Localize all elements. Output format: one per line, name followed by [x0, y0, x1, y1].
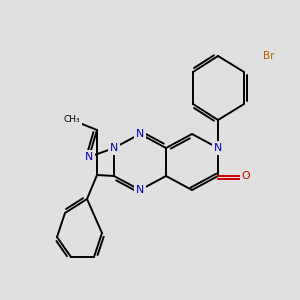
Text: N: N: [110, 143, 118, 153]
Text: N: N: [136, 129, 144, 139]
Text: N: N: [214, 143, 222, 153]
Text: N: N: [136, 185, 144, 195]
Text: Br: Br: [263, 51, 275, 61]
Text: CH₃: CH₃: [64, 116, 80, 124]
Text: O: O: [242, 171, 250, 181]
Text: N: N: [85, 152, 93, 162]
